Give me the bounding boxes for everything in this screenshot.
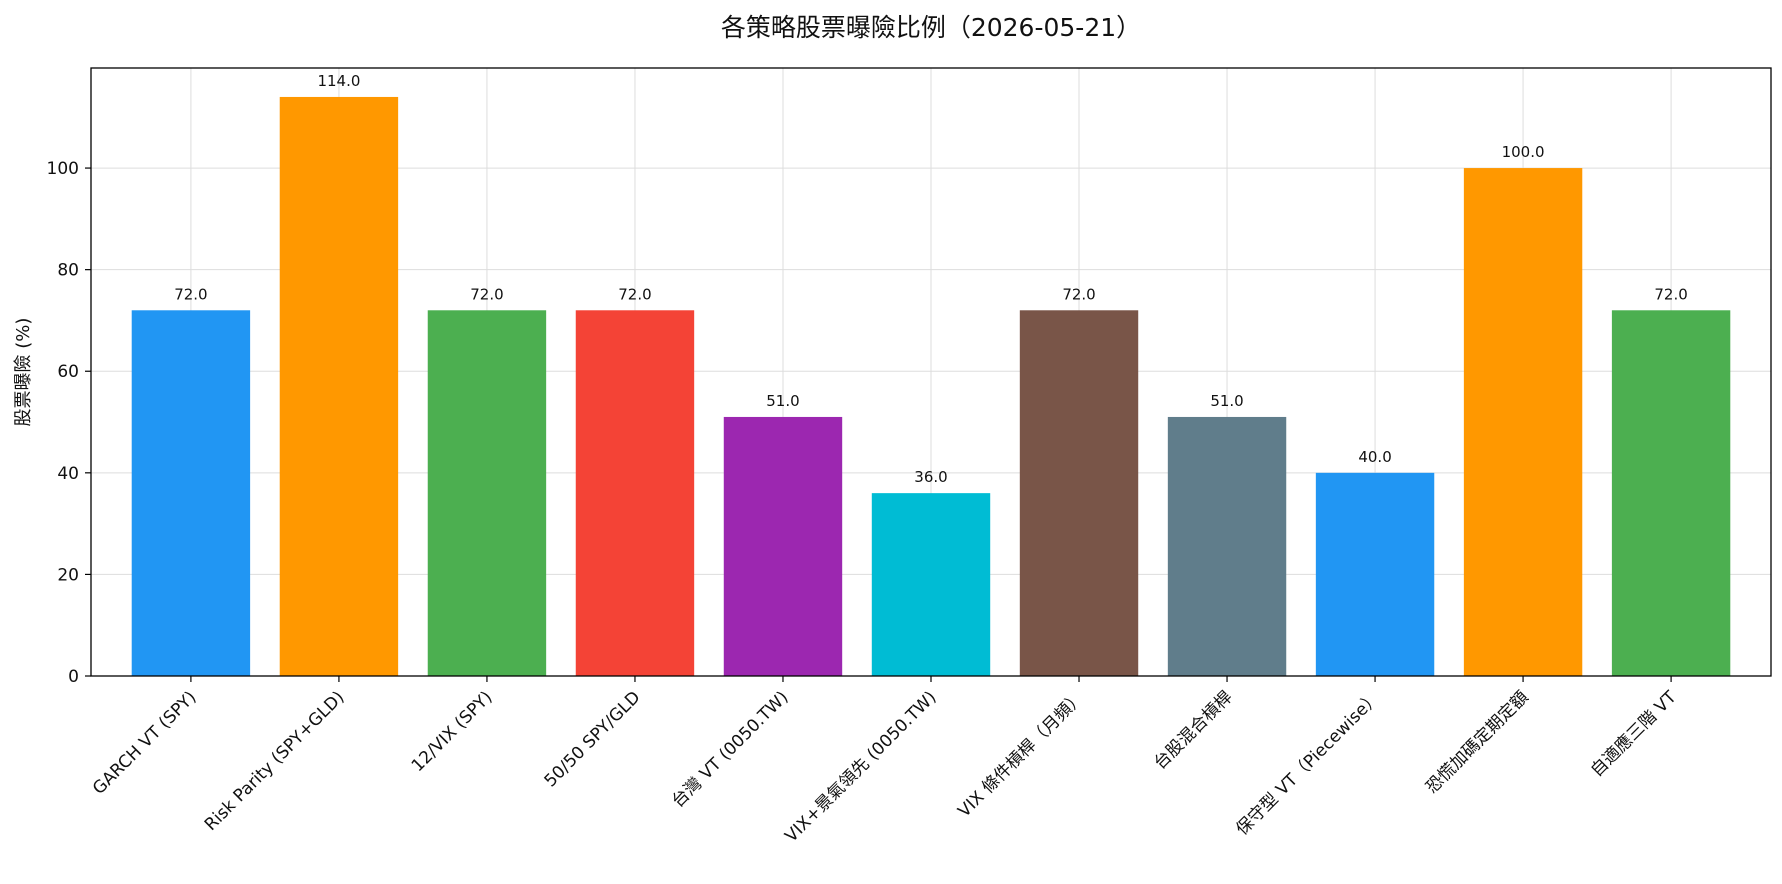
- y-tick-label: 40: [57, 464, 79, 484]
- bar: [1167, 416, 1287, 676]
- y-axis-ticks: 0 20 40 60 80 100: [47, 159, 91, 687]
- bar: [1019, 310, 1139, 676]
- y-tick-label: 20: [57, 565, 79, 585]
- bars: [131, 96, 1731, 677]
- bar: [1463, 168, 1583, 677]
- data-label: 72.0: [174, 285, 207, 303]
- data-label: 51.0: [1210, 392, 1243, 410]
- x-tick-label: 恐慌加碼定期定額: [1422, 687, 1532, 797]
- y-axis-label: 股票曝險 (%): [13, 318, 34, 427]
- y-tick-label: 80: [57, 261, 79, 281]
- x-tick-label: 台灣 VT (0050.TW): [668, 687, 792, 811]
- x-axis-ticks: GARCH VT (SPY) Risk Parity (SPY+GLD) 12/VI…: [89, 676, 1681, 847]
- bar: [131, 310, 251, 676]
- x-tick-label: VIX 條件槓桿（月頻）: [954, 687, 1088, 821]
- x-tick-label: VIX+景氣領先 (0050.TW): [781, 687, 940, 846]
- bar: [279, 96, 399, 676]
- y-tick-label: 100: [47, 159, 79, 179]
- y-tick-label: 60: [57, 362, 79, 382]
- x-tick-label: 12/VIX (SPY): [408, 687, 497, 776]
- chart-title: 各策略股票曝險比例（2026-05-21）: [721, 13, 1141, 42]
- bar: [871, 493, 991, 676]
- data-label: 51.0: [766, 392, 799, 410]
- bar: [575, 310, 695, 676]
- data-label: 72.0: [618, 285, 651, 303]
- data-label: 36.0: [914, 468, 947, 486]
- bar: [1611, 310, 1731, 676]
- data-label: 40.0: [1358, 448, 1391, 466]
- data-label: 114.0: [317, 72, 360, 90]
- x-tick-label: 50/50 SPY/GLD: [541, 687, 645, 791]
- data-label: 100.0: [1502, 143, 1545, 161]
- x-tick-label: 台股混合槓桿: [1150, 687, 1236, 773]
- x-tick-label: 自適應三階 VT: [1586, 686, 1681, 781]
- bar: [723, 416, 843, 676]
- data-label: 72.0: [470, 285, 503, 303]
- y-tick-label: 0: [68, 667, 79, 687]
- x-tick-label: GARCH VT (SPY): [89, 687, 200, 798]
- x-tick-label: 保守型 VT（Piecewise）: [1232, 687, 1384, 839]
- data-label: 72.0: [1654, 285, 1687, 303]
- data-labels: 72.0 114.0 72.0 72.0 51.0 36.0 72.0 51.0 40.0 100…: [174, 72, 1688, 486]
- bar: [1315, 472, 1435, 676]
- bar: [427, 310, 547, 676]
- data-label: 72.0: [1062, 285, 1095, 303]
- x-tick-label: Risk Parity (SPY+GLD): [201, 687, 349, 835]
